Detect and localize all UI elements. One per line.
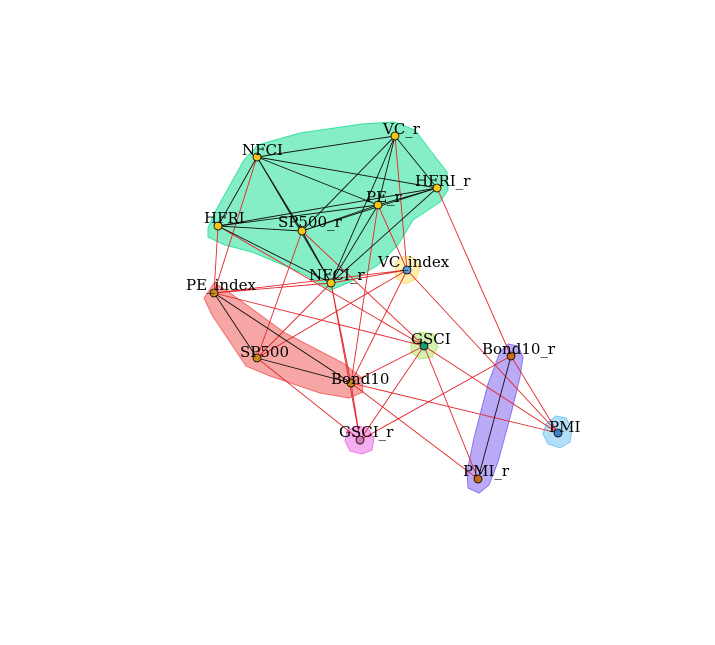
label-gsci: GSCI (411, 330, 451, 348)
label-pe-r: PE_r (366, 188, 403, 206)
edge-red-sp500-r-sp500 (256, 230, 303, 359)
node-nfci (252, 152, 262, 162)
edge-black-vc-r-pe-r (377, 135, 396, 206)
edge-red-gsci-pmi-r (423, 345, 479, 480)
edge-black-pe-r-sp500-r (301, 204, 379, 232)
edge-black-pe-r-nfci-r (330, 204, 379, 284)
edge-red-vc-index-sp500 (256, 269, 408, 359)
edge-red-bond10-pmi-r (350, 382, 479, 480)
label-hfri: HFRI (204, 209, 245, 227)
edge-red-pe-r-bond10 (350, 204, 379, 384)
node-pe-index (209, 288, 219, 298)
edge-black-nfci-pe-r (256, 156, 379, 206)
edge-red-nfci-r-gsci-r (330, 282, 361, 441)
node-pmi-r (473, 474, 483, 484)
node-gsci-r (355, 435, 365, 445)
node-gsci (419, 341, 429, 351)
label-pe-index: PE_index (186, 276, 256, 294)
node-vc-index (402, 265, 412, 275)
label-pmi: PMI (549, 418, 580, 436)
edge-red-gsci-pmi (423, 345, 559, 434)
node-labels: NFCI VC_r HFRI_r PE_r SP500_r HFRI NFCI_… (186, 120, 580, 480)
edge-black-nfci-hfri (217, 156, 258, 227)
label-nfci-r: NFCI_r (309, 266, 365, 284)
node-sp500 (252, 353, 262, 363)
edge-red-bond10-r-pmi (510, 355, 559, 434)
edge-black-vc-r-sp500-r (301, 135, 396, 232)
edge-black-nfci-vc-r (256, 135, 396, 158)
node-hfri-r (432, 183, 442, 193)
node-bond10-r (506, 351, 516, 361)
edge-red-vc-index-pmi (406, 269, 559, 434)
node-pmi (553, 428, 563, 438)
edge-black-hfri-nfci-r (217, 225, 332, 284)
between-group-edges (213, 135, 559, 480)
edge-black-sp500-r-nfci-r (301, 230, 332, 284)
label-hfri-r: HFRI_r (415, 172, 471, 190)
edge-red-bond10-r-gsci-r (359, 355, 512, 441)
edge-black-vc-r-nfci-r (330, 135, 396, 284)
edge-red-hfri-pe-index (213, 225, 219, 294)
edge-black-pe-index-sp500 (213, 292, 258, 359)
edge-red-hfri-gsci (217, 225, 425, 347)
edge-red-vc-index-pe-index (213, 269, 408, 294)
node-nfci-r (326, 278, 336, 288)
node-pe-r (373, 200, 383, 210)
edge-black-vc-r-hfri-r (394, 135, 438, 189)
label-gsci-r: GSCI_r (339, 423, 394, 441)
node-vc-r (390, 131, 400, 141)
graph-nodes (209, 131, 563, 484)
edge-black-pe-index-bond10 (213, 292, 352, 384)
group-hull-5 (466, 343, 524, 494)
edge-red-vc-r-vc-index (394, 135, 408, 271)
group-hull-2 (203, 282, 364, 399)
edge-black-hfri-r-nfci-r (330, 187, 438, 284)
edge-red-hfri-r-bond10-r (436, 187, 512, 357)
edge-red-pe-r-vc-index (377, 204, 408, 271)
label-nfci: NFCI (242, 141, 283, 159)
edge-red-bond10-pmi (350, 382, 559, 434)
edge-black-hfri-r-sp500-r (301, 187, 438, 232)
edge-red-sp500-gsci-r (256, 357, 361, 441)
edge-red-nfci-pe-index (213, 156, 258, 294)
label-bond10: Bond10 (331, 370, 389, 388)
edge-red-gsci-bond10 (350, 345, 425, 384)
edge-black-sp500-bond10 (256, 357, 352, 384)
edge-red-sp500-r-gsci (301, 230, 425, 347)
label-vc-index: VC_index (377, 253, 450, 271)
edge-red-nfci-r-pe-index (213, 282, 332, 294)
within-group-edges (213, 135, 512, 480)
edge-black-nfci-hfri-r (256, 156, 438, 189)
node-bond10 (346, 378, 356, 388)
edge-red-pe-index-gsci (213, 292, 425, 347)
label-vc-r: VC_r (382, 120, 421, 138)
node-hfri (213, 221, 223, 231)
edge-red-bond10-gsci-r (350, 382, 361, 441)
label-sp500: SP500 (240, 343, 289, 361)
label-bond10-r: Bond10_r (482, 340, 556, 358)
edge-red-nfci-r-sp500 (256, 282, 332, 359)
edge-red-vc-index-bond10 (350, 269, 408, 384)
label-sp500-r: SP500_r (278, 213, 342, 231)
edge-red-nfci-r-vc-index (330, 269, 408, 284)
edge-black-pe-r-hfri (217, 204, 379, 227)
edge-black-nfci-nfci-r (256, 156, 332, 284)
node-sp500-r (297, 226, 307, 236)
edge-black-bond10-r-pmi-r (477, 355, 512, 480)
edge-black-sp500-r-hfri (217, 225, 303, 232)
label-pmi-r: PMI_r (463, 462, 510, 480)
edge-black-hfri-r-hfri (217, 187, 438, 227)
